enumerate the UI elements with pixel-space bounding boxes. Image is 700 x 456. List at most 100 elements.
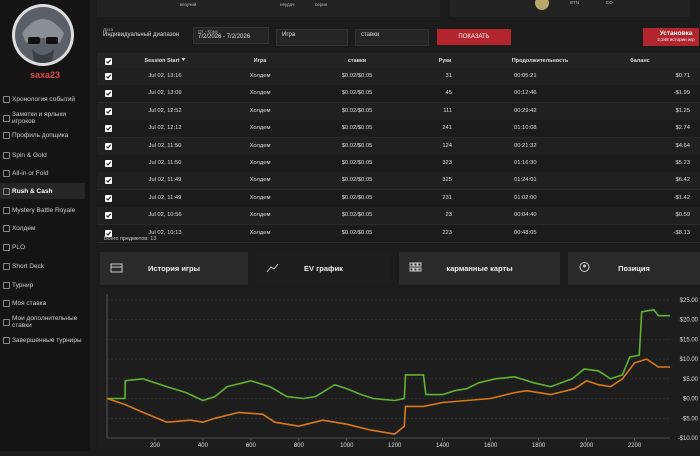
icon bbox=[3, 224, 10, 232]
icon bbox=[3, 114, 10, 122]
table-header: Session Start Игра ставки Руки Продолжительн… bbox=[97, 53, 700, 70]
sort-arrow bbox=[181, 58, 186, 63]
sidebar-item[interactable]: Mystery Battle Royale bbox=[0, 202, 85, 218]
checkbox[interactable] bbox=[105, 194, 112, 202]
sidebar-item[interactable]: Rush & Cash bbox=[0, 183, 85, 199]
checkbox[interactable] bbox=[105, 177, 112, 185]
cell: Jul 02, 13:16 bbox=[148, 73, 182, 79]
cell: -$8.13 bbox=[673, 229, 690, 236]
cell: $0.02/$0.05 bbox=[341, 212, 373, 219]
checkbox[interactable] bbox=[105, 58, 112, 65]
table-row: Jul 02, 13:09 Холдем $0.02/$0.05 45 00:12:46… bbox=[97, 85, 700, 104]
tab[interactable]: Позиция bbox=[568, 252, 700, 285]
cell: Jul 02, 13:09 bbox=[148, 90, 182, 97]
cell: Холдем bbox=[249, 90, 271, 97]
checkbox[interactable] bbox=[105, 73, 112, 80]
tab[interactable]: EV график bbox=[256, 252, 391, 285]
chart-panel: $25.00 $20.00 $15.00 $10.00 $5.00 $0.00 -$5.00… bbox=[97, 288, 700, 451]
cell: Jul 02, 11:49 bbox=[148, 177, 182, 184]
label: От - Кому bbox=[198, 29, 219, 34]
sidebar-item[interactable]: Заметки и ярлыки игроков bbox=[0, 110, 85, 126]
cell: 00:29:42 bbox=[514, 107, 537, 114]
x-tick-label: 1400 bbox=[436, 443, 450, 449]
tab[interactable]: карманные карты bbox=[399, 252, 560, 285]
column-header[interactable]: Продолжительность bbox=[511, 58, 569, 64]
tab-label: EV график bbox=[304, 264, 343, 273]
cell: $1.25 bbox=[675, 107, 690, 114]
cell: 325 bbox=[442, 177, 452, 184]
cell: 45 bbox=[445, 90, 452, 97]
check bbox=[106, 74, 112, 79]
checkbox[interactable] bbox=[105, 142, 112, 150]
check bbox=[106, 161, 112, 166]
install-button[interactable]: Установка 2,348 истории игр bbox=[643, 28, 699, 46]
icon bbox=[3, 151, 10, 159]
period-filter[interactable]: От - Кому 7/2/2026 - 7/2/2026 bbox=[193, 27, 269, 44]
checkbox[interactable] bbox=[105, 229, 112, 237]
cell: Jul 02, 12:52 bbox=[148, 107, 182, 114]
checkbox[interactable] bbox=[105, 212, 112, 220]
sidebar-item[interactable]: Профиль допщика bbox=[0, 127, 85, 143]
note: 2,348 истории игр bbox=[657, 37, 695, 42]
cell: 323 bbox=[442, 160, 452, 166]
tab-icon bbox=[409, 262, 422, 272]
show-button[interactable]: ПОКАЗАТЬ bbox=[437, 29, 511, 45]
y-tick-label: $10.00 bbox=[680, 357, 699, 363]
value: 7/2/2026 - 7/2/2026 bbox=[198, 34, 251, 40]
column-header[interactable]: Руки bbox=[438, 58, 452, 64]
cell: $0.02/$0.05 bbox=[341, 177, 373, 184]
sidebar-item[interactable]: Моя ставка bbox=[0, 295, 85, 311]
y-tick-label: $5.00 bbox=[683, 377, 699, 383]
game-select[interactable]: Игра bbox=[276, 29, 348, 46]
column-header[interactable]: Игра bbox=[253, 58, 267, 64]
checkbox[interactable] bbox=[105, 107, 112, 115]
cell: 241 bbox=[442, 125, 452, 132]
icon bbox=[3, 262, 10, 270]
cell: 00:12:46 bbox=[514, 90, 537, 97]
cell: $0.02/$0.05 bbox=[341, 90, 373, 97]
cell: Холдем bbox=[249, 177, 271, 184]
sidebar-item[interactable]: Хронология событий bbox=[0, 91, 85, 107]
cell: Jul 02, 11:50 bbox=[148, 142, 182, 149]
ev-chart: $25.00 $20.00 $15.00 $10.00 $5.00 $0.00 -$5.00… bbox=[106, 294, 699, 449]
cell: 01:10:08 bbox=[514, 125, 537, 132]
sidebar-item[interactable]: Short Deck bbox=[0, 258, 85, 274]
column-header[interactable]: ставки bbox=[347, 58, 367, 64]
cell: 231 bbox=[442, 194, 452, 201]
table-row: Jul 02, 10:56 Холдем $0.02/$0.05 23 00:04:40… bbox=[97, 207, 700, 226]
tab-label: История игры bbox=[147, 264, 201, 273]
icon bbox=[3, 169, 10, 177]
table-row: Jul 02, 12:12 Холдем $0.02/$0.05 241 01:10:0… bbox=[97, 120, 700, 139]
sidebar-item[interactable]: PLO bbox=[0, 239, 85, 255]
sidebar-item[interactable]: Турнир bbox=[0, 277, 85, 293]
table-row: Jul 02, 13:16 Холдем $0.02/$0.05 31 00:05:21… bbox=[97, 68, 700, 86]
cell: Холдем bbox=[249, 212, 271, 219]
sidebar-item[interactable]: Spin & Gold bbox=[0, 147, 85, 163]
cell: 31 bbox=[445, 73, 452, 79]
column-header[interactable]: баланс bbox=[630, 58, 650, 64]
x-tick-label: 1200 bbox=[388, 443, 402, 449]
x-tick-label: 2200 bbox=[628, 443, 642, 449]
tab-label: Позиция bbox=[618, 264, 650, 273]
cell: 23 bbox=[445, 212, 452, 219]
cell: $0.02/$0.05 bbox=[341, 194, 373, 201]
column-header[interactable]: Session Start bbox=[144, 58, 186, 64]
sidebar-item[interactable]: Завершенные турниры bbox=[0, 332, 85, 348]
stakes-select[interactable]: ставки bbox=[355, 29, 429, 46]
cell: $2.74 bbox=[675, 125, 690, 132]
table-row: Jul 02, 11:50 Холдем $0.02/$0.05 124 00:21:3… bbox=[97, 137, 700, 156]
checkbox[interactable] bbox=[105, 160, 112, 167]
sidebar-item[interactable]: All-in or Fold bbox=[0, 165, 85, 181]
sidebar-item[interactable]: Мои дополнительные ставки bbox=[0, 314, 85, 330]
icon bbox=[3, 206, 10, 214]
y-tick-label: -$10.00 bbox=[678, 436, 699, 442]
checkbox[interactable] bbox=[105, 90, 112, 98]
date-filter[interactable]: Дата Индивидуальный диапазон bbox=[100, 27, 186, 44]
cell: Холдем bbox=[249, 229, 271, 236]
tab[interactable]: История игры bbox=[100, 252, 248, 285]
cell: $5.23 bbox=[675, 160, 690, 166]
checkbox[interactable] bbox=[105, 125, 112, 133]
sidebar-item[interactable]: Холдем bbox=[0, 220, 85, 236]
cell: $4.64 bbox=[675, 142, 690, 149]
